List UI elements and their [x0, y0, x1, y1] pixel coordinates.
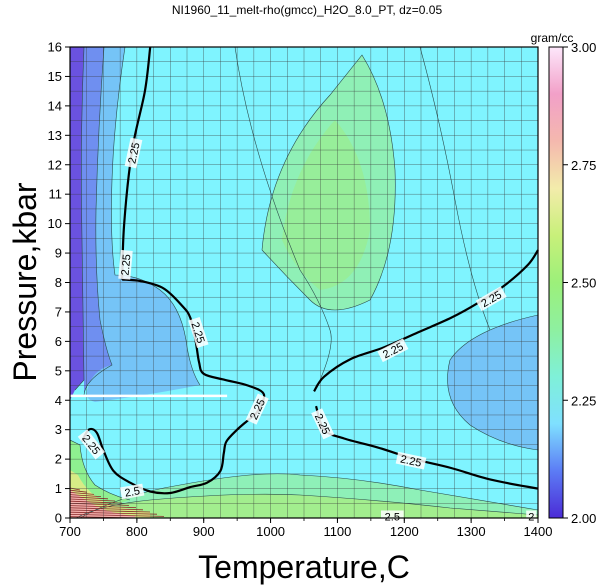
y-axis-label: Pressure,kbar [7, 182, 43, 382]
colorbar-tick-label: 2.50 [571, 276, 596, 291]
contour-label: 2 [526, 510, 537, 524]
y-tick-label: 6 [55, 334, 62, 349]
hatch-line [70, 498, 116, 502]
hatch-line [70, 503, 130, 506]
contour-label: 2.25 [124, 137, 143, 169]
region-blue-left [81, 47, 112, 395]
y-tick-label: 0 [55, 511, 62, 526]
region-greener-bottom [76, 494, 538, 518]
y-tick-label: 3 [55, 422, 62, 437]
y-tick-label: 15 [48, 69, 62, 84]
contour-label-text: 2.25 [399, 453, 422, 469]
y-tick-label: 14 [48, 98, 62, 113]
region-bottom-corner-pink [70, 490, 135, 518]
x-axis-label: Temperature,C [198, 549, 410, 585]
colorbar-tick-label: 2.75 [571, 158, 596, 173]
y-tick-label: 9 [55, 246, 62, 261]
contour-label-text: 2.25 [126, 141, 142, 164]
colorbar: 2.00 2.25 2.50 2.75 3.00 gram/cc [531, 31, 597, 526]
y-tick-label: 5 [55, 363, 62, 378]
thin-contour-line [83, 47, 113, 396]
x-tick-label: 700 [59, 524, 81, 539]
x-tick-label: 1200 [390, 524, 419, 539]
hatch-line [70, 492, 95, 495]
x-tick-label: 1400 [524, 524, 553, 539]
x-tick-label: 1300 [457, 524, 486, 539]
thin-contour-line [419, 47, 491, 331]
y-tick-label: 13 [48, 128, 62, 143]
contour-label: 2.25 [118, 249, 134, 280]
y-tick-label: 10 [48, 216, 62, 231]
contour-label-bg [381, 510, 404, 523]
chart-title: NI1960_11_melt-rho(gmcc)_H2O_8.0_PT, dz=… [172, 3, 443, 17]
contour-label-bg [377, 338, 409, 363]
colorbar-tick-label: 2.00 [571, 511, 596, 526]
contour-label-bg [245, 393, 269, 425]
contour-label-bg [118, 249, 133, 280]
hatch-line [70, 505, 137, 508]
hatch-line [70, 500, 123, 504]
contour-label-bg [475, 286, 507, 312]
hatch-line [70, 514, 165, 517]
y-tick-label: 16 [48, 40, 62, 55]
thin-contour-line [74, 47, 85, 391]
x-tick-label: 1100 [323, 524, 351, 539]
thin-contour-line [447, 314, 538, 451]
y-tick-label: 1 [55, 481, 62, 496]
y-tick-label: 2 [55, 452, 62, 467]
colorbar-gradient [548, 46, 564, 519]
hatch-line [70, 511, 158, 515]
y-tick-label: 4 [55, 393, 62, 408]
hatch-line [70, 487, 81, 491]
y-tick-label: 7 [55, 304, 62, 319]
contour-right-upper [313, 249, 539, 393]
contour-label-text: 2.5 [124, 485, 141, 499]
colorbar-label: gram/cc [531, 31, 574, 45]
colorbar-tick-label: 3.00 [571, 40, 596, 55]
x-tick-label: 800 [126, 524, 148, 539]
contour-label-bg [395, 451, 427, 470]
hatch-line [70, 496, 109, 500]
hatch-line [70, 507, 144, 511]
hatch-line [70, 489, 88, 493]
colorbar-tick-label: 2.25 [571, 393, 596, 408]
x-axis-ticks: 700 800 900 1000 1100 1200 1300 1400 [59, 518, 552, 539]
contour-label: 2.25 [395, 451, 427, 470]
hatch-line [70, 509, 151, 513]
contour-label: 2.5 [381, 510, 404, 524]
y-tick-label: 11 [49, 187, 63, 202]
hatch-line [70, 494, 102, 497]
contour-label-bg [77, 429, 105, 460]
contour-label-bg [311, 408, 335, 440]
contour-label: 2.5 [120, 483, 145, 500]
contour-label-text: 2.25 [120, 254, 134, 276]
contour-label-bg [188, 316, 209, 349]
region-light-blue-right [447, 315, 538, 450]
y-tick-label: 12 [48, 157, 62, 172]
y-tick-label: 8 [55, 275, 62, 290]
thin-contour-line [70, 439, 131, 501]
thin-contour-line [261, 54, 396, 311]
colorbar-ticks: 2.00 2.25 2.50 2.75 3.00 [563, 40, 596, 526]
x-tick-label: 900 [193, 524, 215, 539]
contour-label-bg [120, 483, 145, 500]
contour-label-bg [124, 137, 143, 169]
x-tick-label: 1000 [256, 524, 285, 539]
contour-label-bg [526, 510, 537, 523]
